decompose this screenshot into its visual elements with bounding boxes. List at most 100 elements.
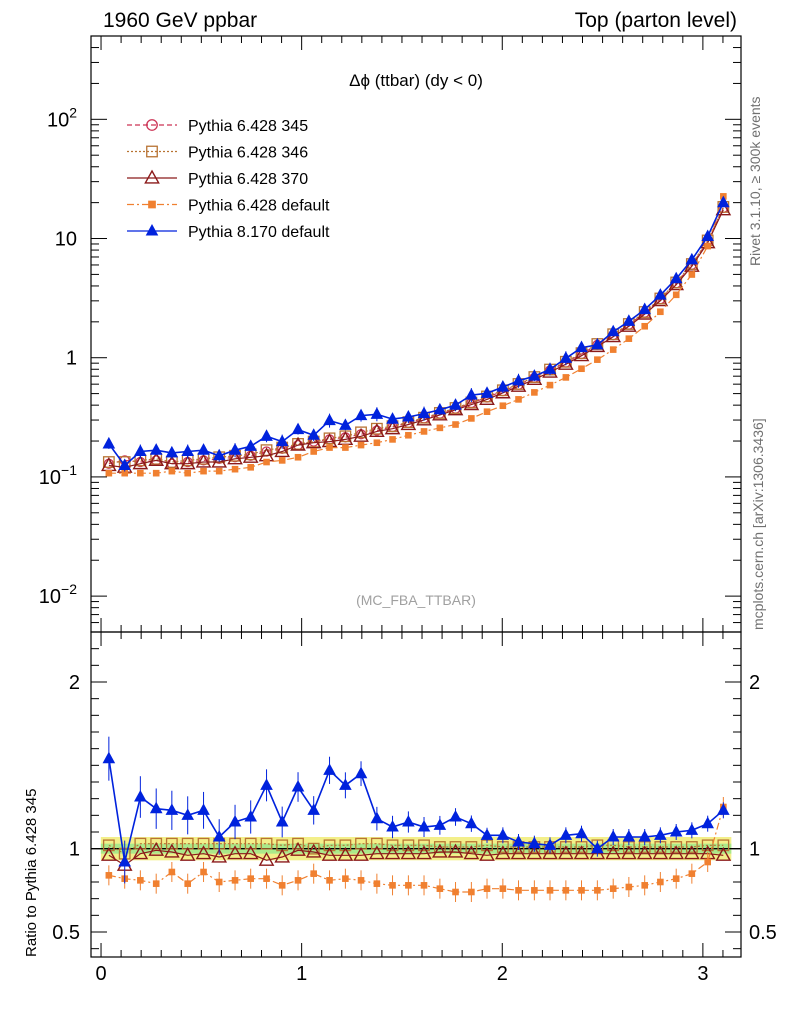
data-point	[212, 448, 226, 461]
data-point	[416, 411, 432, 426]
x-tick-label: 3	[697, 963, 708, 985]
data-point	[559, 351, 573, 363]
ratio-point	[323, 763, 336, 775]
data-point	[402, 409, 415, 422]
data-point	[227, 450, 243, 465]
data-point	[231, 465, 239, 473]
ratio-point	[715, 846, 732, 861]
ratio-point	[258, 851, 275, 866]
ratio-point	[463, 845, 480, 860]
ratio-point	[134, 790, 147, 802]
ratio-point	[197, 837, 210, 850]
ratio-point	[447, 843, 464, 858]
ratio-point	[578, 887, 585, 894]
ratio-line	[108, 806, 724, 893]
ratio-point	[622, 830, 636, 842]
data-point	[165, 445, 179, 458]
data-point	[417, 406, 431, 419]
main-y-tick-label: 102	[47, 104, 77, 131]
mcplots-reference-label: mcplots.cern.ch [arXiv:1306.3436]	[750, 418, 766, 630]
ratio-point	[211, 848, 228, 863]
ratio-point	[685, 841, 698, 853]
data-point	[433, 402, 447, 415]
data-point	[290, 436, 306, 451]
ratio-point	[510, 845, 527, 860]
data-point	[369, 422, 385, 438]
data-point	[211, 453, 228, 468]
data-point	[326, 444, 333, 451]
ratio-point	[149, 801, 163, 814]
ratio-point	[717, 803, 730, 815]
ratio-line	[108, 758, 724, 863]
data-point	[339, 418, 352, 430]
ratio-point	[479, 846, 495, 861]
ratio-point	[609, 885, 617, 892]
ratio-point	[386, 839, 399, 852]
data-point	[384, 420, 401, 435]
main-panel: 10−2 10−1 1 10 102	[39, 35, 742, 633]
ratio-y-tick-label: 1	[69, 839, 80, 861]
ratio-point	[184, 880, 191, 887]
data-point	[405, 431, 412, 439]
ratio-point	[179, 846, 196, 861]
plot-title: Δϕ (ttbar) (dy < 0)	[349, 71, 483, 90]
data-point	[668, 276, 685, 291]
ratio-point	[339, 839, 352, 852]
ratio-point	[531, 887, 538, 894]
legend-entry: Pythia 8.170 default	[188, 224, 330, 241]
data-point	[578, 365, 585, 373]
legend-entry: Pythia 6.428 345	[188, 118, 308, 135]
ratio-point	[164, 843, 180, 858]
ratio-point	[373, 880, 381, 887]
data-point	[495, 384, 511, 399]
ratio-line	[108, 843, 724, 855]
series-line	[108, 209, 724, 468]
data-point	[463, 396, 480, 411]
ratio-point	[134, 837, 147, 850]
ratio-point	[274, 848, 291, 863]
data-point	[625, 335, 633, 342]
ratio-point	[212, 830, 226, 842]
ratio-point	[101, 846, 117, 861]
ratio-point	[132, 845, 149, 860]
data-point	[684, 257, 700, 272]
ratio-point	[591, 841, 604, 854]
ratio-point	[290, 841, 306, 856]
series-line	[108, 206, 724, 463]
ratio-point	[227, 845, 243, 860]
ratio-point	[558, 845, 574, 860]
ratio-point	[305, 843, 322, 858]
data-point	[591, 337, 604, 350]
data-point	[575, 340, 588, 353]
energy-label: 1960 GeV ppbar	[103, 9, 257, 32]
data-point	[134, 444, 147, 457]
series-4-ratio	[102, 736, 730, 884]
ratio-point	[433, 818, 447, 830]
ratio-point	[307, 803, 320, 815]
ratio-point	[542, 845, 558, 860]
ratio-point	[480, 828, 494, 840]
ratio-point	[244, 810, 257, 822]
data-point	[704, 242, 711, 250]
data-point	[132, 455, 149, 470]
ratio-point	[260, 778, 273, 790]
data-point	[468, 415, 475, 422]
ratio-point	[102, 751, 116, 764]
data-point	[373, 439, 381, 447]
x-tick-label: 2	[497, 963, 508, 985]
data-point	[168, 467, 176, 475]
data-point	[622, 314, 636, 326]
data-point	[638, 302, 652, 315]
ratio-point	[465, 841, 478, 853]
ratio-point	[228, 815, 242, 827]
data-point	[197, 443, 210, 455]
data-point	[701, 229, 714, 242]
ratio-point	[606, 830, 620, 842]
data-point	[323, 432, 336, 445]
ratio-point	[559, 828, 573, 840]
data-point	[228, 443, 242, 455]
ratio-point	[291, 780, 305, 792]
ratio-point	[684, 845, 700, 860]
ratio-point	[420, 882, 428, 889]
